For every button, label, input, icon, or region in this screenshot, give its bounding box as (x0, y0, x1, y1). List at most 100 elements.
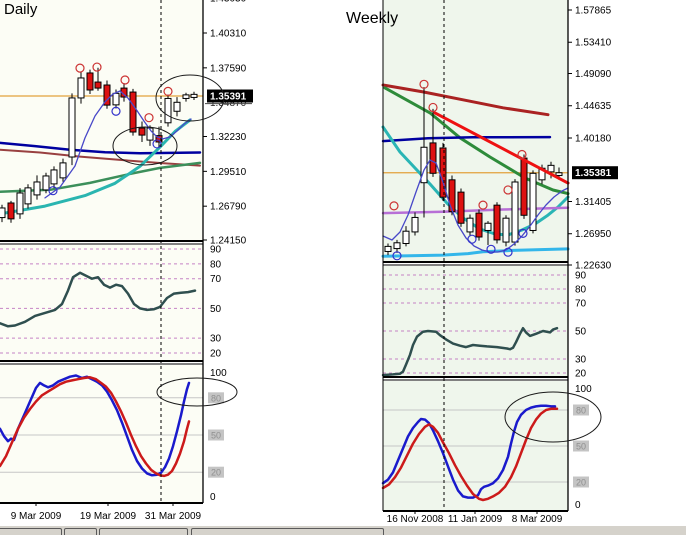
daily-chart-title: Daily (4, 1, 38, 18)
stoch-k (0, 374, 191, 477)
stoch-level-label: 20 (211, 468, 221, 478)
ma-navy (381, 135, 552, 143)
annotation-ellipse (112, 126, 178, 166)
ma-fast-blue (382, 159, 569, 253)
bull-candle (59, 162, 67, 179)
bull-candle (555, 172, 563, 176)
bull-candle (393, 242, 401, 250)
rsi-axis-label: 90 (210, 245, 222, 256)
swing-low-marker (392, 251, 402, 261)
swing-high-marker (144, 113, 154, 123)
stoch-level-label: 80 (211, 393, 221, 403)
swing-high-marker (163, 86, 173, 97)
rsi-axis-label: 30 (210, 334, 222, 345)
stoch-level-label: 20 (576, 478, 586, 488)
bull-candle (529, 172, 537, 231)
bull-candle (511, 181, 519, 243)
bear-candle (129, 91, 137, 133)
price-axis-label: 1.26950 (575, 229, 612, 240)
bull-candle (77, 77, 85, 99)
stoch-level-box (573, 404, 589, 416)
price-axis-label: 1.24150 (210, 236, 247, 247)
swing-high-marker (389, 201, 399, 211)
swing-low-marker (467, 234, 477, 244)
bull-candle (146, 127, 154, 141)
daily-chart[interactable]: 1.43030 1.40310 1.37590 1.32230 1.29510 1.267… (0, 0, 253, 522)
price-axis-label: 1.32230 (210, 132, 247, 143)
bull-candle (42, 175, 50, 191)
bull-candle (0, 207, 6, 219)
bull-candle (484, 222, 492, 231)
candles (384, 87, 563, 256)
bull-candle (173, 101, 181, 112)
price-axis-label: 1.53410 (575, 38, 612, 49)
price-axis-label: 1.44635 (575, 101, 612, 112)
date-axis-label: 11 Jan 2009 (448, 514, 503, 525)
rsi-axis-label: 20 (210, 349, 222, 360)
bear-candle (457, 191, 465, 224)
rsi (381, 326, 559, 377)
taskbar-button[interactable] (191, 528, 384, 535)
ma-navy (0, 141, 202, 155)
current-price-value: 1.35391 (210, 92, 247, 103)
price-axis-label: 1.29510 (210, 167, 247, 178)
stoch-k (381, 404, 557, 499)
rsi-axis-label: 80 (210, 259, 222, 270)
bull-candle (164, 97, 172, 124)
stoch-level-box (208, 429, 224, 441)
swing-high-marker (503, 185, 513, 195)
bull-candle (68, 97, 76, 158)
weekly-chart[interactable]: 1.57865 1.53410 1.49090 1.44635 1.40180 1.314… (381, 0, 618, 525)
stoch-level-label: 80 (576, 406, 586, 416)
date-axis-label: 16 Nov 2008 (387, 514, 444, 525)
stoch-level-label: 50 (211, 431, 221, 441)
rsi (0, 271, 197, 328)
stoch-level-box (208, 392, 224, 404)
panel-background (383, 266, 568, 377)
ma-green (0, 161, 202, 194)
candles (0, 67, 198, 223)
bull-candle (402, 230, 410, 245)
swing-low-marker (152, 139, 162, 149)
stoch-d (381, 407, 559, 502)
panel-background (0, 245, 203, 361)
stoch-axis-label: 100 (575, 384, 592, 395)
current-price-box (572, 166, 618, 180)
swing-high-marker (428, 102, 438, 113)
rsi-axis-label: 80 (575, 285, 587, 296)
bull-candle (182, 94, 190, 99)
price-axis-label: 1.26790 (210, 202, 247, 213)
taskbar-button[interactable] (64, 528, 97, 535)
stoch-level-label: 50 (576, 442, 586, 452)
annotation-ellipse (504, 391, 602, 443)
panel-background (0, 365, 203, 503)
rsi-axis-label: 70 (575, 299, 587, 310)
taskbar-button[interactable] (99, 528, 188, 535)
bear-candle (520, 157, 528, 216)
bull-candle (502, 217, 510, 243)
swing-high-marker (478, 200, 488, 210)
stoch-level-box (573, 476, 589, 488)
ma-green (383, 86, 570, 196)
rsi-axis-label: 90 (575, 271, 587, 282)
swing-low-marker (111, 106, 121, 116)
swing-low-marker (518, 228, 528, 238)
swing-low-marker (486, 244, 496, 254)
taskbar (0, 525, 686, 535)
swing-high-marker (92, 62, 102, 72)
price-axis-label: 1.37590 (210, 63, 247, 74)
weekly-chart-title: Weekly (346, 10, 399, 27)
taskbar-button[interactable] (0, 528, 62, 535)
stoch-axis-label: 0 (575, 500, 581, 511)
date-axis-label: 19 Mar 2009 (80, 511, 137, 522)
bull-candle (190, 93, 198, 98)
rsi-axis-label: 30 (575, 355, 587, 366)
bull-candle (112, 92, 120, 106)
swing-low-marker (48, 186, 58, 196)
price-axis-label: 1.40180 (575, 133, 612, 144)
stoch-d (0, 376, 191, 478)
bear-candle (138, 127, 146, 136)
bull-candle (547, 164, 555, 173)
ma-fast-blue (44, 90, 192, 199)
